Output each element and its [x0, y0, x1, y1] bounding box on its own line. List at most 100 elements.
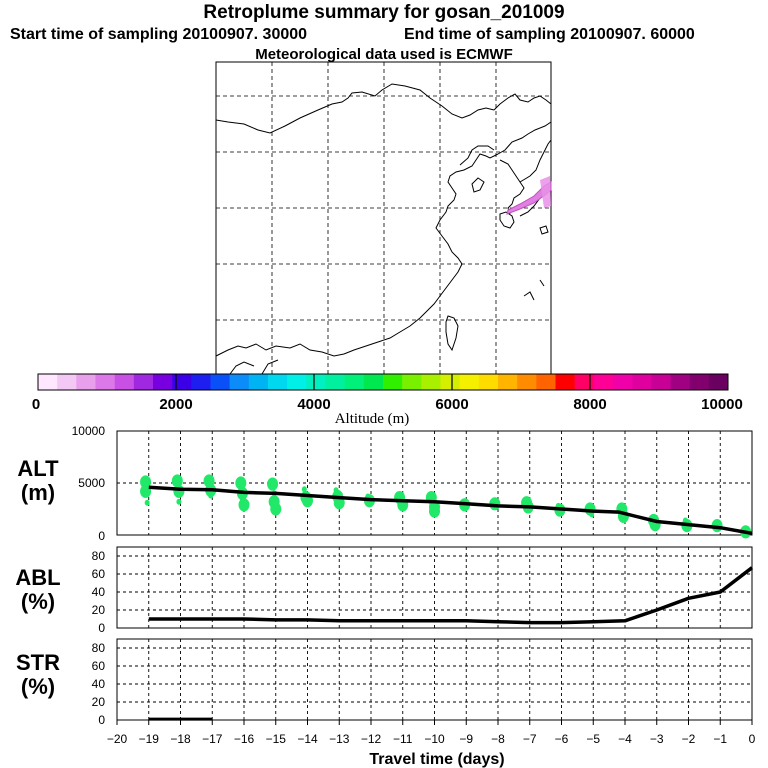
colorbar-cell [38, 374, 58, 390]
colorbar-cell [114, 374, 135, 390]
str-panel-unit: (%) [21, 674, 55, 699]
x-tick-label: −14 [297, 732, 318, 746]
x-tick-label: −1 [713, 732, 727, 746]
alt-scatter-point [270, 502, 282, 516]
map-frame [215, 61, 552, 375]
colorbar-tick-label: 4000 [297, 396, 330, 413]
abl-y-tick-label: 20 [92, 603, 106, 617]
map [215, 61, 552, 375]
alt-scatter-point [429, 504, 440, 518]
alt-scatter-point [140, 484, 152, 498]
abl-panel-name: ABL [15, 565, 60, 590]
alt-scatter-point [173, 484, 185, 498]
colorbar-cell [421, 374, 441, 390]
map-coastlines [215, 83, 552, 375]
colorbar-cell [498, 374, 518, 390]
str-y-tick-label: 40 [92, 677, 106, 691]
alt-panel-name: ALT [17, 456, 59, 481]
x-tick-label: −12 [361, 732, 382, 746]
page-title: Retroplume summary for gosan_201009 [203, 2, 565, 23]
x-tick-label: −9 [459, 732, 473, 746]
alt-scatter-point [301, 486, 307, 493]
alt-panel-unit: (m) [21, 480, 55, 505]
str-y-tick-label: 20 [92, 695, 106, 709]
x-tick-label: −4 [618, 732, 632, 746]
colorbar: 0 2000 4000 6000 8000 10000 Altitude (m) [32, 373, 743, 427]
alt-scatter-point [140, 475, 152, 489]
x-tick-label: −5 [586, 732, 600, 746]
colorbar-tick-label: 0 [32, 396, 40, 413]
colorbar-cell [517, 374, 537, 390]
abl-y-tick-label: 80 [92, 549, 106, 563]
colorbar-cell [383, 374, 403, 390]
retroplume-source-area [540, 176, 551, 208]
colorbar-tick-label: 10000 [701, 396, 743, 413]
colorbar-cell [133, 374, 154, 390]
colorbar-cell [268, 374, 288, 390]
colorbar-cell [95, 374, 115, 390]
colorbar-frame [37, 373, 729, 391]
colorbar-cell [689, 374, 710, 390]
colorbar-cell [536, 374, 556, 390]
alt-scatter-point [144, 499, 150, 506]
x-tick-label: −10 [424, 732, 445, 746]
alt-scatter-point [235, 476, 247, 490]
abl-panel-unit: (%) [21, 589, 55, 614]
sampling-start-text: Start time of sampling 20100907. 30000 [10, 26, 308, 43]
colorbar-cell [478, 374, 499, 390]
colorbar-cell [306, 374, 326, 390]
sampling-end-text: End time of sampling 20100907. 60000 [404, 26, 695, 43]
x-axis: −20 −19 −18 −17 −16 −15 −14 −13 −12 −11 −10 −9 −8 −7−… [107, 720, 756, 746]
colorbar-cell [191, 374, 211, 390]
alt-scatter-point [267, 477, 279, 491]
x-tick-label: −3 [650, 732, 664, 746]
x-tick-label: −16 [234, 732, 255, 746]
x-tick-label: −20 [107, 732, 128, 746]
colorbar-cell [555, 374, 575, 390]
colorbar-cell [172, 374, 192, 390]
colorbar-tick-label: 8000 [573, 396, 606, 413]
abl-line [148, 566, 754, 625]
colorbar-cell [229, 374, 250, 390]
colorbar-ticks [175, 374, 591, 390]
x-tick-label: −19 [139, 732, 160, 746]
colorbar-cell [651, 374, 671, 390]
colorbar-label: Altitude (m) [335, 411, 410, 427]
colorbar-cell [325, 374, 345, 390]
colorbar-cell [287, 374, 307, 390]
colorbar-cell [708, 374, 729, 390]
str-panel: 80 60 40 20 0 STR (%) [16, 638, 753, 727]
alt-y-tick-label: 0 [98, 529, 105, 543]
abl-y-tick-label: 0 [98, 621, 105, 635]
x-tick-label: −18 [170, 732, 191, 746]
x-tick-label: −7 [523, 732, 537, 746]
x-tick-label: −11 [393, 732, 413, 746]
abl-y-tick-label: 40 [92, 585, 106, 599]
colorbar-cell [593, 374, 614, 390]
colorbar-cell [57, 374, 77, 390]
colorbar-cell [670, 374, 690, 390]
colorbar-cell [76, 374, 96, 390]
x-tick-label: −8 [491, 732, 505, 746]
abl-panel: 80 60 40 20 0 ABL (%) [15, 546, 754, 635]
colorbar-cell [459, 374, 480, 390]
str-panel-name: STR [16, 650, 60, 675]
colorbar-cell [344, 374, 365, 390]
str-y-tick-label: 0 [98, 713, 105, 727]
abl-y-tick-label: 60 [92, 567, 106, 581]
colorbar-cell [153, 374, 173, 390]
colorbar-cell [440, 374, 460, 390]
x-tick-label: −15 [266, 732, 287, 746]
retroplume-footprint [506, 181, 552, 215]
x-tick-label: 0 [749, 732, 756, 746]
alt-panel: 10000 5000 0 ALT (m) [17, 424, 753, 543]
colorbar-cell [248, 374, 269, 390]
map-gridlines [216, 62, 551, 374]
alt-y-tick-label: 5000 [78, 476, 105, 490]
colorbar-cell [402, 374, 422, 390]
alt-scatter-point [620, 516, 626, 523]
x-tick-label: −13 [329, 732, 350, 746]
colorbar-cell [632, 374, 652, 390]
alt-scatter-point [171, 474, 183, 488]
